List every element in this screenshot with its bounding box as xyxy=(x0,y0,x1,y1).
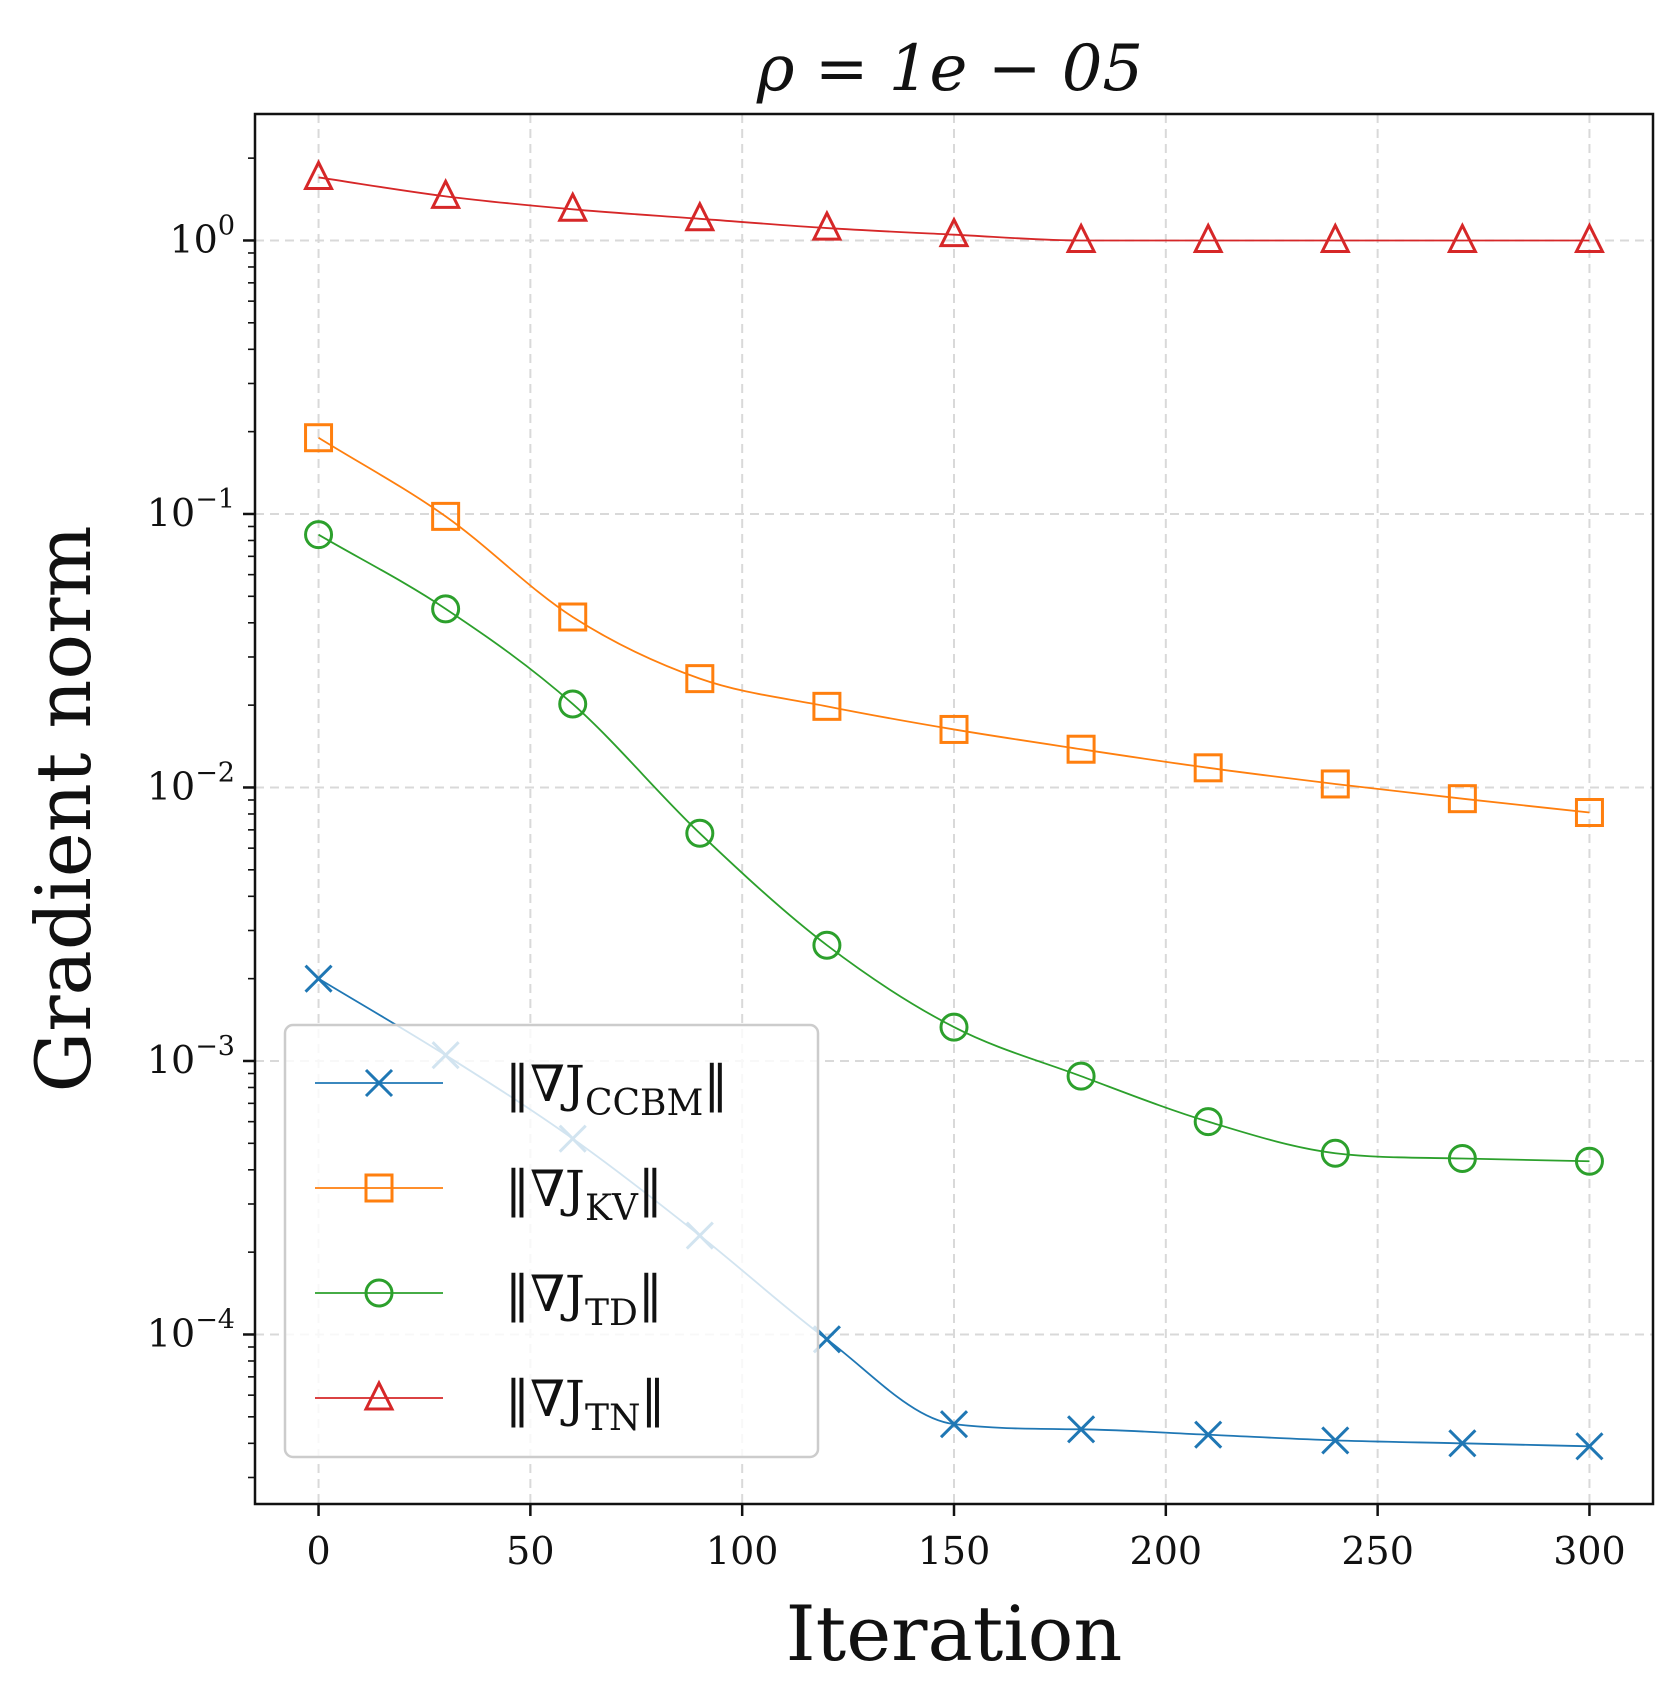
data-point-ccbm xyxy=(1575,1432,1604,1461)
data-point-tn xyxy=(1319,222,1351,253)
data-point-ccbm xyxy=(1321,1426,1350,1455)
legend-box xyxy=(283,1023,820,1459)
data-point-ccbm xyxy=(304,964,333,993)
data-point-td xyxy=(1320,1138,1350,1168)
legend: ‖∇JCCBM‖ ‖∇JKV‖ ‖∇JTD‖ ‖∇JTN‖ xyxy=(283,1023,820,1459)
y-tick-label: 10−1 xyxy=(147,484,235,535)
data-point-kv xyxy=(431,501,461,531)
x-tick-label: 50 xyxy=(506,1529,554,1573)
y-tick-label: 10−4 xyxy=(147,1304,235,1355)
data-point-td xyxy=(558,689,588,719)
data-point-tn xyxy=(1446,222,1478,253)
data-point-kv xyxy=(1066,734,1096,764)
chart-title: ρ = 1e − 05 xyxy=(756,32,1143,106)
data-point-kv xyxy=(939,714,969,744)
x-tick-label: 150 xyxy=(918,1529,991,1573)
ticks: 0 50 100 150 200 250 300 10−4 10−3 10−2 10−1 100 xyxy=(147,157,1626,1573)
x-axis-title: Iteration xyxy=(786,1589,1123,1678)
x-tick-label: 100 xyxy=(706,1529,779,1573)
x-tick-label: 0 xyxy=(306,1529,330,1573)
data-point-tn xyxy=(430,177,462,209)
y-tick-label: 100 xyxy=(169,210,235,261)
data-point-ccbm xyxy=(1448,1429,1477,1458)
data-point-tn xyxy=(303,159,334,190)
data-point-td xyxy=(1447,1143,1477,1173)
y-axis-title: Gradient norm xyxy=(19,525,108,1092)
data-point-td xyxy=(812,930,842,960)
y-tick-label: 10−3 xyxy=(147,1031,235,1082)
legend-label-tn: ‖∇JTN‖ xyxy=(505,1370,665,1439)
data-point-kv xyxy=(1193,753,1223,783)
legend-label-kv: ‖∇JKV‖ xyxy=(505,1160,663,1229)
data-point-tn xyxy=(557,190,589,222)
legend-marker-tn xyxy=(363,1379,395,1411)
data-point-ccbm xyxy=(939,1410,969,1439)
data-point-tn xyxy=(1192,222,1224,253)
data-point-ccbm xyxy=(1067,1415,1096,1444)
series-line-kv xyxy=(318,436,1590,814)
data-point-td xyxy=(1066,1061,1096,1091)
legend-marker-ccbm xyxy=(364,1068,394,1098)
data-point-td xyxy=(431,594,461,624)
legend-marker-kv xyxy=(364,1173,394,1203)
data-point-td xyxy=(939,1012,969,1042)
legend-label-ccbm: ‖∇JCCBM‖ xyxy=(505,1055,728,1124)
data-point-kv xyxy=(1320,769,1350,799)
legend-marker-td xyxy=(364,1278,394,1308)
data-point-kv xyxy=(685,664,715,694)
data-point-kv xyxy=(558,602,588,632)
data-point-td xyxy=(1193,1107,1223,1137)
data-point-tn xyxy=(938,216,970,248)
data-point-tn xyxy=(684,200,716,232)
data-point-td xyxy=(1574,1146,1604,1176)
data-point-tn xyxy=(811,209,843,241)
y-tick-label: 10−2 xyxy=(147,757,235,808)
data-point-tn xyxy=(1574,222,1605,253)
data-point-td xyxy=(304,520,334,550)
data-point-kv xyxy=(812,691,842,721)
data-point-kv xyxy=(304,423,334,453)
data-point-td xyxy=(685,818,715,848)
series-line-td xyxy=(318,533,1590,1163)
data-point-ccbm xyxy=(1194,1420,1223,1449)
x-tick-label: 300 xyxy=(1553,1529,1626,1573)
x-tick-label: 250 xyxy=(1341,1529,1414,1573)
series-line-tn xyxy=(318,176,1590,242)
legend-label-td: ‖∇JTD‖ xyxy=(505,1265,663,1334)
x-tick-label: 200 xyxy=(1130,1529,1203,1573)
data-point-kv xyxy=(1447,784,1477,814)
data-point-tn xyxy=(1065,222,1097,253)
data-point-kv xyxy=(1574,798,1604,828)
